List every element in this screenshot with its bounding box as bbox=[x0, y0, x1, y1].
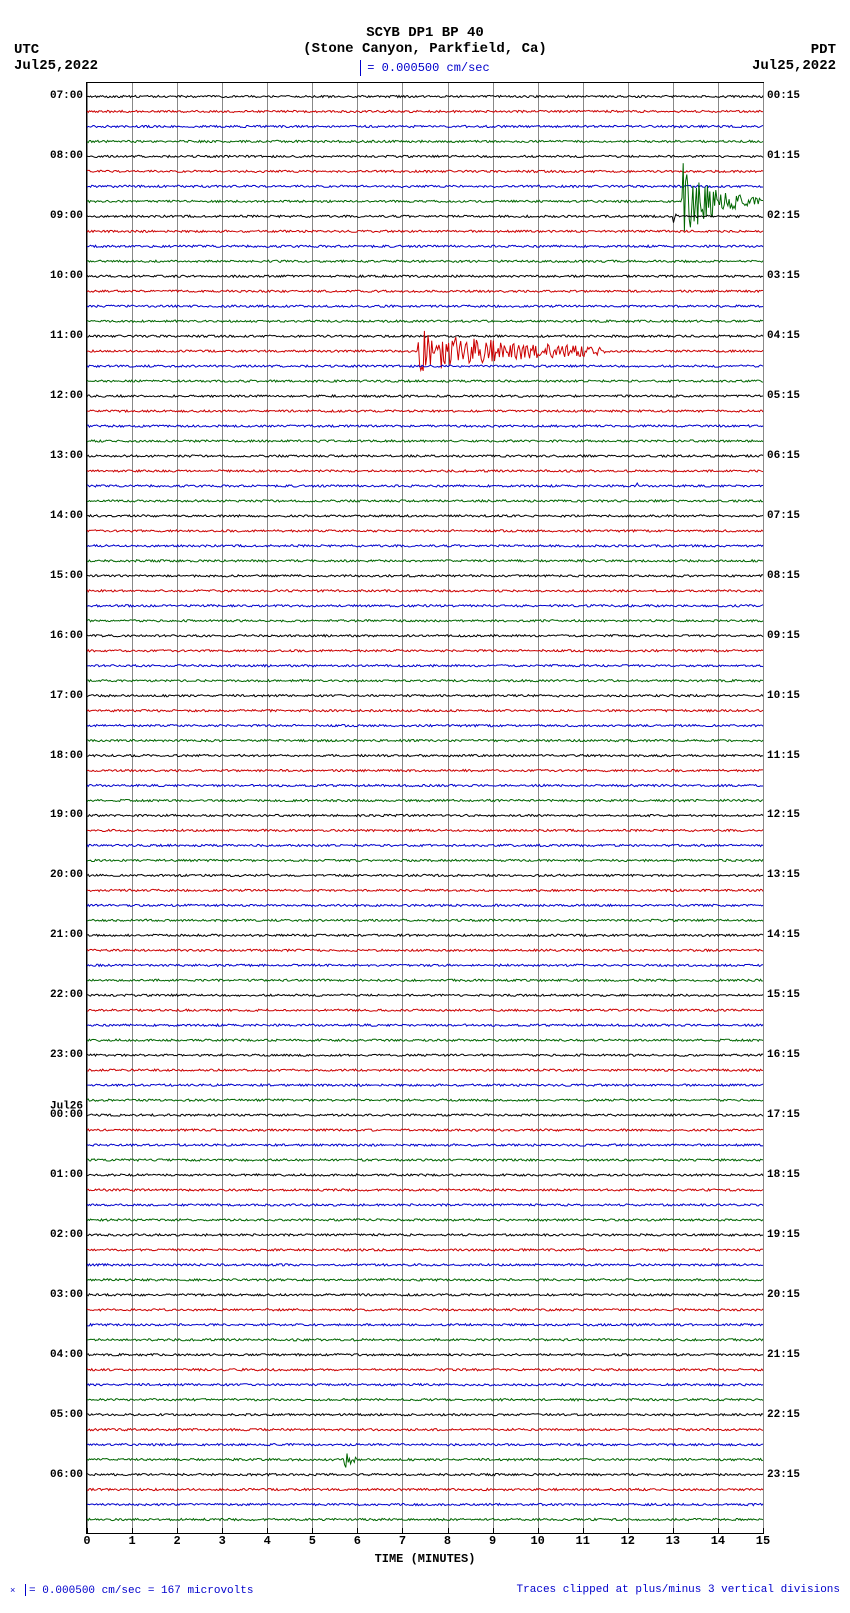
utc-hour-label: 06:00 bbox=[50, 1469, 87, 1481]
xtick-label: 7 bbox=[399, 1534, 406, 1548]
pdt-hour-label: 05:15 bbox=[763, 390, 800, 402]
utc-hour-label: 16:00 bbox=[50, 630, 87, 642]
pdt-hour-label: 21:15 bbox=[763, 1349, 800, 1361]
utc-hour-label: 08:00 bbox=[50, 150, 87, 162]
xtick-label: 8 bbox=[444, 1534, 451, 1548]
date-left-top: Jul25,2022 bbox=[14, 58, 98, 74]
utc-hour-label: 19:00 bbox=[50, 809, 87, 821]
utc-hour-label: 02:00 bbox=[50, 1229, 87, 1241]
seismogram-chart: 07:0000:1508:0001:1509:0002:1510:0003:15… bbox=[86, 82, 764, 1534]
pdt-hour-label: 16:15 bbox=[763, 1049, 800, 1061]
pdt-hour-label: 06:15 bbox=[763, 450, 800, 462]
xtick-label: 3 bbox=[219, 1534, 226, 1548]
utc-hour-label: 12:00 bbox=[50, 390, 87, 402]
utc-hour-label: 01:00 bbox=[50, 1169, 87, 1181]
utc-hour-label: 18:00 bbox=[50, 750, 87, 762]
pdt-hour-label: 18:15 bbox=[763, 1169, 800, 1181]
utc-hour-label: 09:00 bbox=[50, 210, 87, 222]
xtick-label: 1 bbox=[128, 1534, 135, 1548]
pdt-hour-label: 02:15 bbox=[763, 210, 800, 222]
xtick-label: 6 bbox=[354, 1534, 361, 1548]
xtick-label: 13 bbox=[666, 1534, 680, 1548]
x-axis-label: TIME (MINUTES) bbox=[87, 1534, 763, 1566]
footer-left-text: = 0.000500 cm/sec = 167 microvolts bbox=[29, 1585, 253, 1597]
footer: × = 0.000500 cm/sec = 167 microvolts Tra… bbox=[0, 1566, 850, 1594]
xtick-label: 5 bbox=[309, 1534, 316, 1548]
xtick-label: 10 bbox=[530, 1534, 544, 1548]
pdt-hour-label: 14:15 bbox=[763, 929, 800, 941]
title-line2: (Stone Canyon, Parkfield, Ca) bbox=[0, 41, 850, 57]
utc-hour-label: 17:00 bbox=[50, 690, 87, 702]
xtick-label: 15 bbox=[756, 1534, 770, 1548]
utc-date-label: Jul26 bbox=[50, 1101, 87, 1113]
xtick-label: 14 bbox=[711, 1534, 725, 1548]
pdt-hour-label: 07:15 bbox=[763, 510, 800, 522]
pdt-hour-label: 12:15 bbox=[763, 809, 800, 821]
tz-right: PDT bbox=[752, 42, 836, 58]
xtick-label: 0 bbox=[83, 1534, 90, 1548]
pdt-hour-label: 09:15 bbox=[763, 630, 800, 642]
pdt-hour-label: 00:15 bbox=[763, 90, 800, 102]
seismic-trace bbox=[87, 83, 763, 1533]
xtick-label: 2 bbox=[174, 1534, 181, 1548]
pdt-hour-label: 10:15 bbox=[763, 690, 800, 702]
footer-right-text: Traces clipped at plus/minus 3 vertical … bbox=[517, 1584, 840, 1596]
utc-hour-label: 21:00 bbox=[50, 929, 87, 941]
utc-hour-label: 07:00 bbox=[50, 90, 87, 102]
xtick-label: 12 bbox=[621, 1534, 635, 1548]
pdt-hour-label: 13:15 bbox=[763, 869, 800, 881]
scale-bar-icon bbox=[360, 60, 361, 76]
x-axis: TIME (MINUTES) 0123456789101112131415 bbox=[87, 1534, 763, 1566]
utc-hour-label: 05:00 bbox=[50, 1409, 87, 1421]
grid-vertical bbox=[763, 83, 764, 1533]
utc-hour-label: 23:00 bbox=[50, 1049, 87, 1061]
pdt-hour-label: 15:15 bbox=[763, 989, 800, 1001]
pdt-hour-label: 04:15 bbox=[763, 330, 800, 342]
pdt-hour-label: 08:15 bbox=[763, 570, 800, 582]
pdt-hour-label: 20:15 bbox=[763, 1289, 800, 1301]
utc-hour-label: 13:00 bbox=[50, 450, 87, 462]
date-right-top: Jul25,2022 bbox=[752, 58, 836, 74]
pdt-hour-label: 11:15 bbox=[763, 750, 800, 762]
xtick-label: 4 bbox=[264, 1534, 271, 1548]
utc-hour-label: 11:00 bbox=[50, 330, 87, 342]
scale-text: = 0.000500 cm/sec bbox=[367, 61, 489, 75]
title-line1: SCYB DP1 BP 40 bbox=[0, 0, 850, 41]
utc-hour-label: 10:00 bbox=[50, 270, 87, 282]
utc-hour-label: 20:00 bbox=[50, 869, 87, 881]
pdt-hour-label: 23:15 bbox=[763, 1469, 800, 1481]
xtick-label: 11 bbox=[576, 1534, 590, 1548]
utc-hour-label: 03:00 bbox=[50, 1289, 87, 1301]
utc-hour-label: 15:00 bbox=[50, 570, 87, 582]
pdt-hour-label: 22:15 bbox=[763, 1409, 800, 1421]
scale-indicator: = 0.000500 cm/sec bbox=[0, 57, 850, 82]
utc-hour-label: 14:00 bbox=[50, 510, 87, 522]
utc-hour-label: 22:00 bbox=[50, 989, 87, 1001]
pdt-hour-label: 03:15 bbox=[763, 270, 800, 282]
utc-hour-label: 04:00 bbox=[50, 1349, 87, 1361]
pdt-hour-label: 17:15 bbox=[763, 1109, 800, 1121]
pdt-hour-label: 19:15 bbox=[763, 1229, 800, 1241]
pdt-hour-label: 01:15 bbox=[763, 150, 800, 162]
xtick-label: 9 bbox=[489, 1534, 496, 1548]
tz-left: UTC bbox=[14, 42, 98, 58]
